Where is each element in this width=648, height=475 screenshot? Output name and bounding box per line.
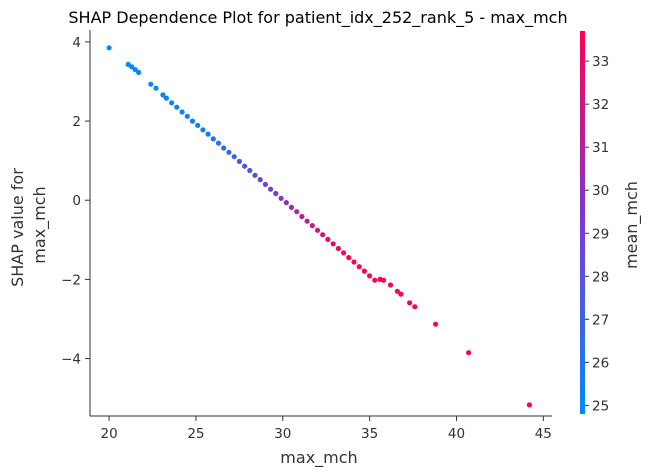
x-tick-label: 25 <box>187 426 204 442</box>
data-point <box>129 64 135 70</box>
data-point <box>361 268 367 274</box>
x-tick-label: 40 <box>448 426 465 442</box>
data-point <box>163 95 169 101</box>
data-point <box>136 69 142 75</box>
data-point <box>189 118 196 124</box>
data-point <box>387 282 394 288</box>
data-point <box>299 213 305 220</box>
data-point <box>330 241 336 247</box>
y-tick-label: 4 <box>72 35 81 51</box>
data-point <box>367 273 373 279</box>
data-point <box>226 149 232 155</box>
data-point <box>257 177 263 183</box>
colorbar-tick-label: 25 <box>592 398 609 414</box>
colorbar-tick-label: 33 <box>592 54 609 70</box>
data-point <box>380 277 387 283</box>
data-point <box>314 227 321 233</box>
data-point <box>262 181 268 187</box>
data-point <box>433 321 439 327</box>
data-point <box>231 154 237 160</box>
data-point <box>221 145 227 151</box>
data-point <box>205 131 211 137</box>
data-point <box>466 350 472 356</box>
x-tick-label: 45 <box>535 426 552 442</box>
colorbar-label: mean_mch <box>622 181 642 269</box>
data-point <box>346 255 352 261</box>
colorbar-ticks: 25 26 27 28 29 30 31 32 33 <box>585 54 609 414</box>
data-point <box>412 304 418 310</box>
data-point <box>215 140 222 146</box>
data-point <box>106 45 112 51</box>
colorbar-tick-label: 26 <box>592 355 609 371</box>
data-point <box>398 291 404 297</box>
x-tick-label: 20 <box>101 426 118 442</box>
data-point <box>341 250 347 256</box>
data-point <box>169 100 175 106</box>
scatter-points <box>106 45 533 408</box>
data-point <box>174 104 180 110</box>
data-point <box>195 122 201 128</box>
data-point <box>288 204 295 210</box>
data-point <box>273 190 279 197</box>
colorbar-gradient <box>580 31 585 414</box>
data-point <box>351 259 357 265</box>
data-point <box>278 195 284 201</box>
data-point <box>294 209 300 215</box>
data-point <box>247 167 253 174</box>
data-point <box>268 186 274 192</box>
chart-title: SHAP Dependence Plot for patient_idx_252… <box>68 8 567 28</box>
x-ticks: 20 25 30 35 40 45 <box>101 416 552 442</box>
data-point <box>200 127 206 133</box>
data-point <box>242 163 248 169</box>
y-axis-label-line2: max_mch <box>30 186 50 263</box>
y-axis-label-line1: SHAP value for <box>8 168 27 287</box>
data-point <box>304 218 310 224</box>
data-point <box>184 113 190 119</box>
data-point <box>394 288 400 294</box>
y-tick-label: −2 <box>61 272 81 288</box>
colorbar: 25 26 27 28 29 30 31 32 33 mean_mch <box>580 31 642 414</box>
y-tick-label: 0 <box>72 193 81 209</box>
data-point <box>325 236 331 242</box>
data-point <box>526 402 533 408</box>
data-point <box>236 158 242 164</box>
data-point <box>283 200 289 206</box>
data-point <box>252 172 258 178</box>
plot-area: 20 25 30 35 40 45 420−2−4 <box>61 30 552 442</box>
colorbar-tick-label: 28 <box>592 269 609 285</box>
data-point <box>179 109 185 115</box>
colorbar-tick-label: 32 <box>592 97 609 113</box>
data-point <box>407 300 413 306</box>
data-point <box>356 264 362 270</box>
data-point <box>309 223 315 229</box>
data-point <box>335 245 341 252</box>
data-point <box>210 136 216 142</box>
x-tick-label: 30 <box>274 426 291 442</box>
data-point <box>160 92 166 98</box>
data-point <box>320 232 326 238</box>
x-axis-label: max_mch <box>280 448 357 468</box>
colorbar-tick-label: 31 <box>592 140 609 156</box>
colorbar-tick-label: 30 <box>592 183 609 199</box>
colorbar-tick-label: 27 <box>592 312 609 328</box>
y-ticks: 4 2 0 −2 −4 <box>61 35 90 368</box>
data-point <box>153 85 159 91</box>
x-tick-label: 35 <box>361 426 378 442</box>
data-point <box>148 81 154 87</box>
y-tick-label: −4 <box>61 352 81 368</box>
y-axis-label: SHAP value for max_mch <box>8 163 50 287</box>
colorbar-tick-label: 29 <box>592 226 609 242</box>
y-tick-label: 2 <box>72 114 81 130</box>
data-point <box>372 277 378 283</box>
